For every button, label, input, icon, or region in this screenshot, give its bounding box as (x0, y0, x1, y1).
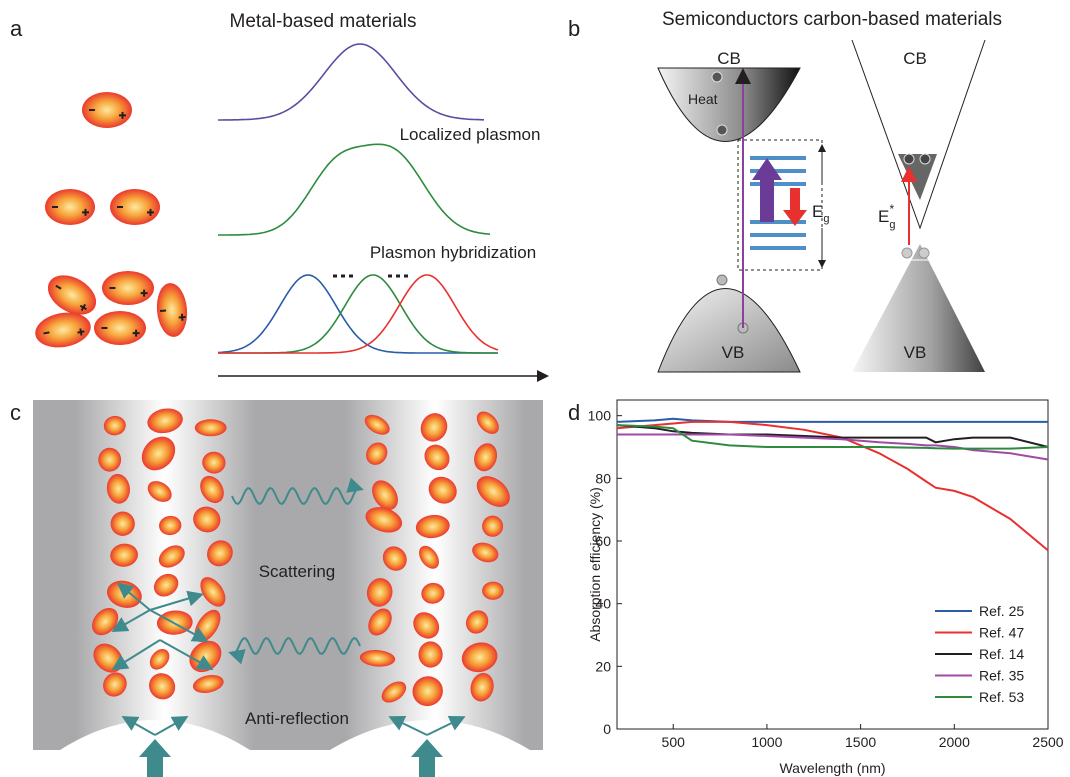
electron (717, 125, 727, 135)
dirac-cone-upper (852, 40, 985, 228)
charge-minus (160, 311, 166, 312)
legend-label: Ref. 35 (979, 668, 1024, 684)
legend-label: Ref. 53 (979, 689, 1024, 705)
nanoparticle (102, 271, 154, 305)
hole (902, 248, 912, 258)
panel-title: Metal-based materials (230, 11, 417, 32)
y-axis-label: Absorption efficiency (%) (587, 487, 603, 642)
particle-body (32, 308, 93, 351)
nanoparticle (110, 189, 160, 225)
legend-label: Ref. 25 (979, 603, 1024, 619)
gap-label: Eg * (878, 202, 895, 231)
up-arrow (752, 158, 782, 222)
gap-superscript: * (889, 202, 894, 216)
y-tick-label: 100 (588, 408, 612, 424)
conduction-band (658, 68, 800, 142)
curve-caption: Plasmon hybridization (370, 243, 536, 262)
band-label: VB (722, 343, 745, 362)
band-label: VB (904, 343, 927, 362)
particle-body (155, 282, 190, 338)
band-label: CB (903, 49, 927, 68)
y-tick-label: 0 (603, 721, 611, 737)
nanoparticle (82, 92, 132, 128)
legend-label: Ref. 14 (979, 646, 1024, 662)
heat-label: Heat (688, 91, 718, 107)
x-tick-label: 500 (662, 734, 686, 750)
x-tick-label: 2000 (939, 734, 970, 750)
gap-symbol: E (878, 207, 889, 226)
gap-label: Eg (812, 202, 829, 225)
nanoparticle (32, 308, 93, 351)
nanoparticle (45, 189, 95, 225)
panel-label: a (10, 16, 23, 41)
spectrum (218, 275, 498, 353)
panel-c: c Scattering Anti-reflection (10, 400, 543, 777)
spectrum (218, 44, 484, 120)
legend-label: Ref. 47 (979, 625, 1024, 641)
caption: Anti-reflection (245, 709, 349, 728)
electron (712, 72, 722, 82)
hole (717, 275, 727, 285)
x-tick-label: 1000 (751, 734, 782, 750)
nanoparticle (155, 282, 190, 338)
figure: a Metal-based materials Localized plasmo… (0, 0, 1070, 777)
panel-label: b (568, 16, 580, 41)
y-tick-label: 20 (595, 658, 611, 674)
spectrum (218, 144, 490, 235)
series-line (617, 419, 1048, 422)
charge-minus (44, 332, 50, 333)
panel-title: Semiconductors carbon-based materials (662, 9, 1002, 30)
x-tick-label: 2500 (1032, 734, 1063, 750)
gap-subscript: g (823, 213, 829, 225)
particle (195, 419, 227, 436)
y-tick-label: 80 (595, 470, 611, 486)
panel-a: a Metal-based materials Localized plasmo… (10, 11, 546, 376)
nanoparticle (94, 311, 146, 345)
x-axis-label: Wavelength (nm) (779, 760, 885, 776)
x-tick-label: 1500 (845, 734, 876, 750)
electron (904, 154, 914, 164)
curve-caption: Localized plasmon (400, 125, 541, 144)
gap-symbol: E (812, 202, 823, 221)
electron (920, 154, 930, 164)
series-line (617, 422, 1048, 551)
band-label: CB (717, 49, 741, 68)
panel-label: c (10, 400, 21, 425)
panel-label: d (568, 400, 580, 425)
panel-b: b Semiconductors carbon-based materials … (568, 9, 1002, 372)
gap-subscript: g (889, 219, 895, 231)
hole (919, 248, 929, 258)
caption: Scattering (259, 562, 336, 581)
